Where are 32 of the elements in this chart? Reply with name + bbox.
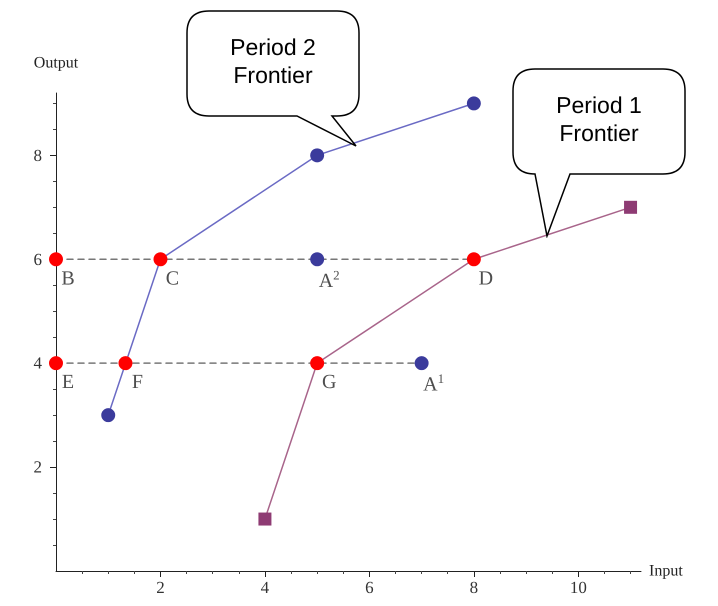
point (466, 96, 481, 110)
annotation: D (478, 267, 494, 290)
text: Period 2 Frontier (229, 33, 317, 89)
annotation: F (132, 371, 144, 394)
point (49, 356, 63, 370)
point (310, 356, 324, 370)
point (310, 148, 324, 162)
y-tick-label: 2 (34, 458, 42, 477)
annotation: B (61, 267, 75, 290)
x-axis-title: Input (649, 562, 684, 580)
point (101, 408, 116, 422)
x-tick-label: 4 (260, 578, 270, 597)
point (624, 200, 638, 214)
y-tick-label: 6 (34, 250, 42, 269)
x-tick-label: 6 (365, 578, 374, 597)
point (153, 252, 168, 266)
point (414, 356, 429, 370)
y-tick-label: 4 (34, 354, 42, 373)
annotation: E (62, 371, 74, 394)
point (258, 512, 272, 526)
annotation: C (166, 267, 180, 290)
x-tick-label: 10 (570, 578, 587, 597)
point (310, 252, 324, 266)
x-tick-label: 8 (470, 578, 478, 597)
x-tick-label: 2 (156, 578, 165, 597)
y-tick-label: 8 (34, 146, 42, 165)
y-axis-title: Output (34, 54, 79, 72)
point (118, 356, 132, 370)
point (49, 252, 63, 266)
point (466, 252, 481, 266)
annotation: Period 1 Frontier (555, 91, 643, 147)
annotation: G (322, 371, 336, 394)
